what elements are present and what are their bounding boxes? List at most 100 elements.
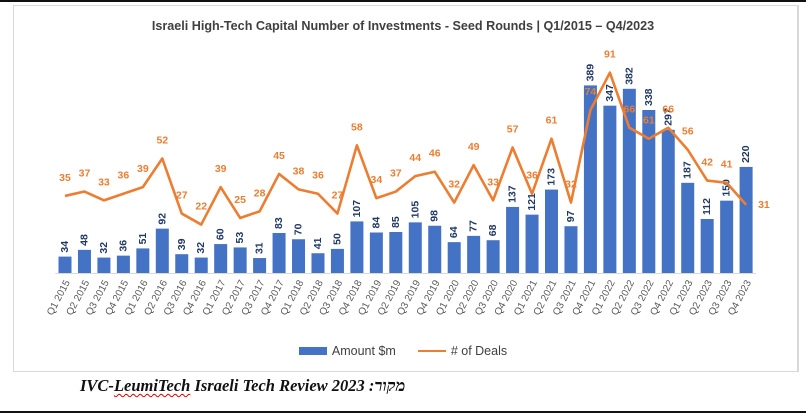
bar-amount: [720, 200, 734, 273]
bar-data-label: 41: [312, 237, 324, 249]
bar-amount: [330, 248, 344, 273]
bar-amount: [292, 239, 306, 273]
line-data-label: 33: [487, 176, 499, 188]
legend-label-amount: Amount $m: [331, 344, 396, 358]
bar-data-label: 112: [701, 198, 713, 215]
bar-amount: [486, 240, 500, 273]
line-data-label: 39: [215, 163, 227, 175]
top-rule: [0, 0, 806, 2]
bar-data-label: 77: [468, 220, 480, 232]
bar-amount: [583, 85, 597, 273]
bar-data-label: 51: [137, 233, 149, 245]
bar-amount: [233, 247, 247, 273]
bar-data-label: 68: [487, 224, 499, 236]
line-data-label: 91: [604, 49, 616, 61]
bar-amount: [136, 248, 150, 273]
bar-amount: [564, 226, 578, 273]
bar-data-label: 83: [273, 217, 285, 229]
line-data-label: 38: [293, 165, 305, 177]
bar-data-label: 121: [526, 193, 538, 211]
bar-amount: [58, 256, 72, 273]
line-data-label: 42: [701, 157, 713, 169]
line-data-label: 28: [254, 187, 266, 199]
bar-amount: [739, 166, 753, 273]
source-prefix: IVC-: [80, 376, 114, 395]
bar-data-label: 98: [429, 210, 441, 222]
bar-data-label: 389: [584, 64, 596, 82]
line-data-label: 33: [98, 176, 110, 188]
bar-amount: [545, 189, 558, 273]
bar-amount: [116, 255, 130, 273]
source-hebrew: מקור: [374, 376, 406, 395]
bar-amount: [506, 206, 520, 273]
line-data-label: 61: [643, 115, 655, 127]
bar-data-label: 39: [176, 238, 188, 250]
bar-series-amount: [58, 85, 753, 274]
legend-item-deals: # of Deals: [417, 344, 507, 358]
source-rest: Israeli Tech Review 2023 :: [190, 376, 375, 395]
line-data-label: 32: [565, 179, 577, 191]
bar-amount: [428, 225, 442, 273]
line-series-deals: [64, 71, 748, 226]
line-data-label: 36: [118, 170, 130, 182]
bar-amount: [467, 235, 481, 273]
line-data-label: 66: [623, 104, 635, 116]
bar-amount: [214, 244, 228, 273]
bar-data-label: 92: [156, 213, 168, 225]
line-data-label: 39: [137, 163, 149, 175]
bar-data-label: 338: [643, 88, 655, 106]
line-data-label: 49: [468, 141, 480, 153]
line-data-label: 57: [507, 124, 519, 136]
bar-data-label: 50: [331, 233, 343, 245]
line-data-label: 56: [682, 126, 694, 138]
line-data-label: 27: [176, 190, 188, 202]
legend-swatch-line: [417, 350, 446, 352]
bar-amount: [389, 232, 403, 273]
source-spellcheck-word: LeumiTech: [113, 376, 191, 395]
legend-swatch-bar: [298, 347, 327, 355]
bar-data-label: 297: [662, 108, 674, 126]
bar-data-label: 70: [293, 223, 305, 235]
bar-data-label: 60: [215, 228, 227, 240]
line-data-label: 27: [332, 190, 344, 202]
bar-amount: [369, 232, 383, 273]
bar-data-label: 85: [390, 216, 402, 228]
line-data-label: 32: [448, 179, 460, 191]
chart-title: Israeli High-Tech Capital Number of Inve…: [151, 19, 655, 33]
line-data-label: 74: [585, 86, 597, 98]
line-data-label: 36: [312, 170, 324, 182]
line-data-label: 52: [156, 135, 168, 147]
legend-item-amount: Amount $m: [298, 344, 396, 358]
bar-amount: [642, 110, 656, 274]
bar-amount: [77, 249, 91, 273]
line-data-label: 46: [429, 148, 441, 160]
bar-amount: [175, 254, 189, 273]
line-data-labels: 35 37 33 36 39 52 27 22 39 25 28 45 38 36 27 58 34 37 44 46…: [59, 49, 770, 213]
line-data-label: 66: [662, 104, 674, 116]
bar-amount: [155, 228, 169, 273]
bar-data-label: 107: [351, 200, 363, 218]
line-data-label: 44: [409, 152, 421, 164]
bar-amount: [700, 218, 714, 273]
bar-amount: [447, 242, 461, 273]
bar-amount: [194, 257, 208, 273]
bar-amount: [272, 232, 286, 273]
line-data-label: 37: [79, 168, 91, 180]
line-data-label: 41: [721, 159, 733, 171]
bar-data-label: 347: [604, 84, 616, 102]
bar-amount: [253, 258, 267, 273]
line-deals: [64, 71, 748, 226]
bar-data-label: 220: [740, 145, 752, 163]
bar-amount: [408, 222, 422, 273]
bar-amount: [311, 253, 325, 273]
source-caption: IVC-LeumiTech Israeli Tech Review 2023 :…: [80, 376, 405, 396]
line-data-label: 31: [758, 199, 770, 211]
line-data-label: 37: [390, 168, 402, 180]
bar-data-label: 105: [409, 201, 421, 219]
bar-amount: [97, 257, 111, 273]
line-data-label: 58: [351, 121, 363, 133]
bar-data-label: 34: [59, 241, 71, 253]
bar-data-label: 137: [507, 185, 519, 203]
